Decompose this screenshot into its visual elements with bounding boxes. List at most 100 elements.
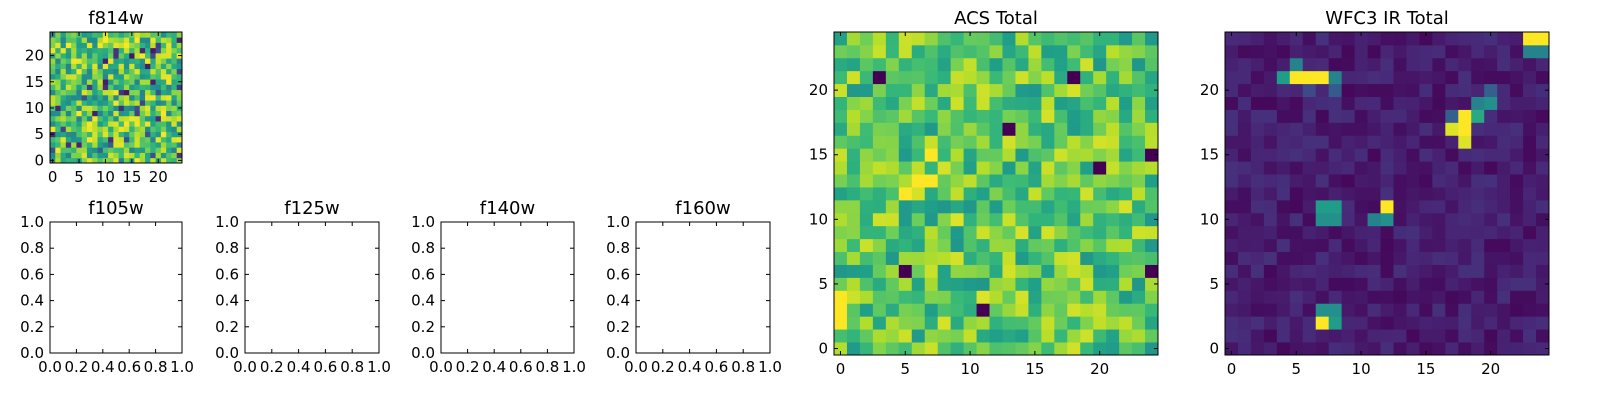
heatmap-cell [134,84,141,91]
heatmap-cell [134,147,141,153]
heatmap-cell [1302,135,1317,149]
heatmap-cell [171,115,178,122]
heatmap-cell [924,290,939,304]
heatmap-cell [1028,238,1042,253]
y-tick-label: 15 [809,146,828,164]
heatmap-cell [1093,83,1107,97]
heatmap-cell [963,342,977,356]
heatmap-cell [123,121,130,127]
heatmap-cell [989,122,1003,136]
heatmap-cell [55,131,61,138]
heatmap-cell [885,44,900,59]
heatmap-cell [885,148,900,162]
heatmap-cell [834,225,848,240]
heatmap-cell [113,84,120,91]
heatmap-cell [150,152,156,159]
heatmap-cell [1432,122,1446,136]
heatmap-cell [97,147,104,153]
heatmap-cell [1250,135,1265,149]
heatmap-cell [97,110,104,117]
y-tick-label: 10 [25,99,44,117]
heatmap-cell [129,121,135,127]
heatmap-cell [1250,277,1265,291]
heatmap-cell [1315,316,1330,330]
heatmap-cell [1471,122,1485,136]
heatmap-cell [1250,109,1265,123]
heatmap-cell [846,199,861,214]
heatmap-cell [1484,148,1498,162]
heatmap-cell [963,135,977,149]
heatmap-cell [1497,251,1511,265]
heatmap-cell [1015,57,1029,72]
heatmap-cell [1471,148,1485,162]
heatmap-cell [1041,212,1055,227]
heatmap-cell [139,100,146,106]
heatmap-cell [97,115,104,122]
heatmap-cell [1536,161,1550,175]
heatmap-cell [97,157,104,164]
heatmap-cell [1119,303,1133,317]
heatmap-cell [872,290,887,304]
heatmap-cell [1367,57,1381,72]
heatmap-cell [1354,96,1368,110]
heatmap-cell [129,110,135,117]
heatmap-cell [859,96,874,110]
heatmap-cell [1106,83,1120,97]
heatmap-cell [1536,83,1550,97]
heatmap-cell [989,264,1003,278]
heatmap-cell [1315,290,1330,304]
heatmap-cell [1458,32,1472,46]
heatmap-cell [1067,109,1081,123]
heatmap-cell [65,115,72,122]
heatmap-cell [97,105,104,111]
heatmap-cell [171,52,178,59]
heatmap-cell [71,147,77,153]
heatmap-cell [145,47,151,54]
heatmap-cell [1393,83,1407,97]
heatmap-cell [1263,187,1278,201]
heatmap-cell [872,342,887,356]
heatmap-cell [1523,303,1537,317]
heatmap-cell [1367,212,1381,227]
heatmap-cell [55,63,61,70]
heatmap-cell [1093,109,1107,123]
heatmap-cell [1263,174,1278,188]
heatmap-cell [1341,264,1355,278]
heatmap-cell [1289,187,1304,201]
heatmap-cell [1367,277,1381,291]
heatmap-cell [846,264,861,278]
heatmap-cell [155,136,162,143]
heatmap-cell [989,174,1003,188]
heatmap-cell [1028,32,1042,46]
heatmap-cell [1432,32,1446,46]
heatmap-cell [65,142,72,148]
heatmap-cell [898,44,913,59]
heatmap-cell [1484,122,1498,136]
heatmap-cell [86,105,93,111]
heatmap-cell [150,100,156,106]
heatmap-cell [989,187,1003,201]
heatmap-cell [1119,174,1133,188]
heatmap-cell [1145,148,1159,162]
heatmap-cell [898,70,913,85]
heatmap-cell [1015,290,1029,304]
heatmap-cell [1497,277,1511,291]
heatmap-cell [171,32,178,38]
heatmap-cell [924,187,939,201]
heatmap-cell [1315,238,1330,253]
heatmap-cell [1406,174,1420,188]
heatmap-cell [1132,238,1146,253]
heatmap-cell [1354,70,1368,85]
heatmap-cell [155,84,162,91]
heatmap-cell [1419,264,1433,278]
heatmap-cell [60,142,67,148]
y-tick-label: 0.2 [20,318,44,336]
heatmap-cell [102,100,109,106]
heatmap-cell [1484,83,1498,97]
heatmap-cell [1432,225,1446,240]
heatmap-cell [60,47,67,54]
heatmap-cell [118,89,125,96]
heatmap-cell [1132,277,1146,291]
heatmap-cell [71,131,77,138]
heatmap-cell [1080,187,1094,201]
